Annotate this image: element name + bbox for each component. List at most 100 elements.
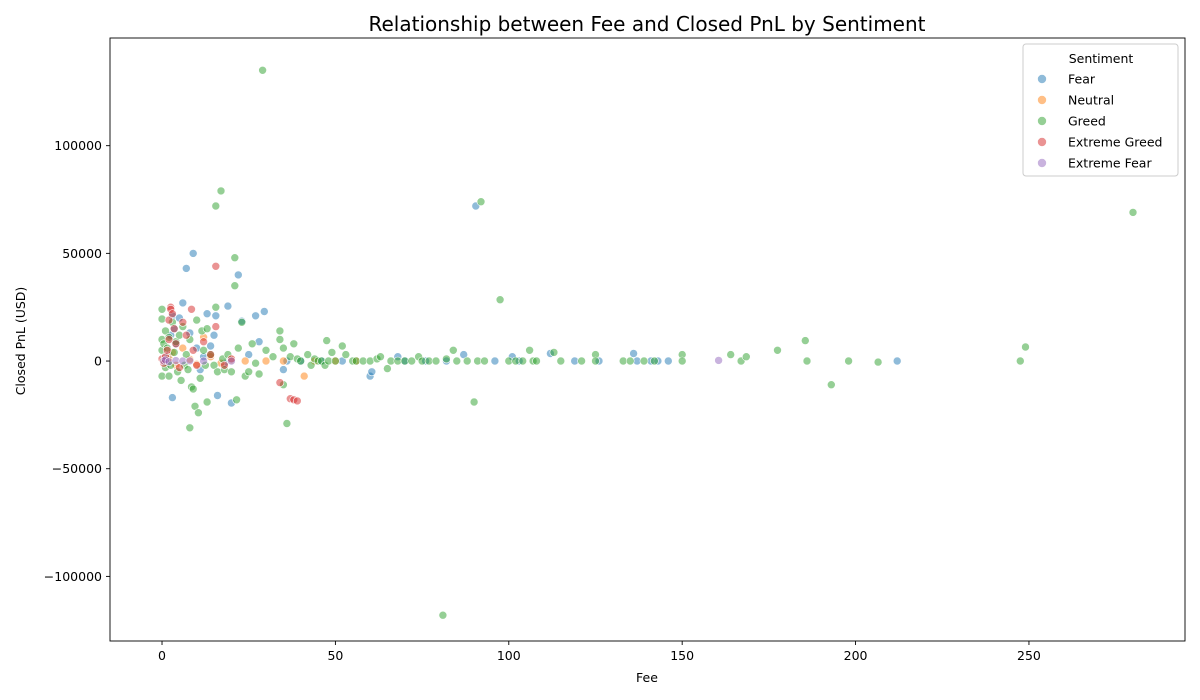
data-point bbox=[303, 350, 313, 359]
data-point bbox=[726, 350, 736, 359]
data-point bbox=[275, 335, 285, 344]
data-point bbox=[282, 419, 292, 428]
data-point bbox=[773, 345, 782, 355]
data-point bbox=[448, 345, 458, 355]
legend-label: Extreme Greed bbox=[1068, 135, 1162, 150]
data-point bbox=[230, 253, 240, 263]
data-point bbox=[232, 395, 241, 405]
data-point bbox=[185, 423, 195, 433]
data-point bbox=[826, 380, 836, 390]
data-point bbox=[1015, 356, 1025, 366]
data-point bbox=[202, 397, 212, 407]
data-point bbox=[199, 337, 208, 347]
data-point bbox=[462, 356, 472, 366]
data-point bbox=[157, 304, 167, 314]
data-point bbox=[296, 356, 306, 366]
data-point bbox=[452, 356, 462, 366]
legend-marker bbox=[1037, 74, 1047, 84]
data-point bbox=[802, 356, 812, 366]
data-point bbox=[625, 356, 635, 366]
y-tick-label: −50000 bbox=[52, 461, 102, 476]
x-tick-label: 0 bbox=[158, 648, 166, 663]
data-point bbox=[289, 339, 299, 349]
data-point bbox=[275, 326, 285, 336]
data-point bbox=[183, 365, 193, 374]
legend-label: Fear bbox=[1068, 72, 1096, 87]
data-point bbox=[279, 356, 288, 366]
legend-box bbox=[1022, 43, 1179, 177]
data-point bbox=[480, 356, 489, 366]
data-point bbox=[182, 330, 191, 340]
data-point bbox=[367, 367, 377, 377]
data-point bbox=[341, 350, 351, 359]
legend-label: Neutral bbox=[1068, 93, 1114, 108]
legend-marker bbox=[1037, 158, 1047, 168]
y-axis-label: Closed PnL (USD) bbox=[13, 287, 28, 396]
data-point bbox=[234, 270, 243, 280]
data-point bbox=[251, 311, 260, 321]
data-point bbox=[292, 396, 302, 406]
data-point bbox=[206, 341, 215, 351]
x-tick-label: 100 bbox=[497, 648, 521, 663]
legend-marker bbox=[1037, 95, 1047, 105]
data-point bbox=[577, 356, 586, 366]
data-point bbox=[211, 311, 221, 321]
data-point bbox=[164, 335, 174, 344]
legend-items: Fear Neutral Greed Extreme Greed Extreme Fea… bbox=[1037, 72, 1162, 171]
data-point bbox=[185, 356, 195, 366]
y-tick-label: 100000 bbox=[54, 138, 102, 153]
legend-marker bbox=[1037, 137, 1047, 147]
data-point bbox=[800, 336, 810, 345]
data-point bbox=[261, 356, 271, 366]
data-point bbox=[299, 371, 309, 381]
data-point bbox=[168, 309, 177, 319]
data-point bbox=[518, 356, 528, 366]
plot-frame bbox=[109, 37, 1186, 642]
data-point bbox=[629, 349, 638, 358]
data-point bbox=[259, 307, 269, 316]
data-point bbox=[188, 249, 198, 258]
data-point bbox=[556, 356, 566, 366]
data-point bbox=[223, 301, 233, 311]
data-point bbox=[438, 610, 448, 620]
data-point bbox=[442, 354, 451, 364]
legend: Sentiment Fear Neutral Greed Extreme Greed E… bbox=[1022, 43, 1179, 177]
x-tick-label: 200 bbox=[844, 648, 868, 663]
data-point bbox=[211, 302, 221, 312]
series-extreme-greed bbox=[157, 261, 302, 406]
data-point bbox=[337, 341, 347, 351]
data-point bbox=[254, 369, 264, 379]
data-point bbox=[176, 376, 186, 385]
data-point bbox=[268, 352, 278, 362]
data-point bbox=[261, 345, 271, 355]
data-point bbox=[258, 66, 267, 75]
data-point bbox=[171, 339, 181, 349]
data-point bbox=[168, 393, 177, 402]
data-point bbox=[431, 356, 441, 366]
data-point bbox=[211, 201, 221, 211]
data-point bbox=[247, 339, 257, 349]
data-point bbox=[211, 322, 221, 331]
data-point bbox=[844, 356, 853, 366]
data-point bbox=[195, 373, 205, 383]
legend-label: Greed bbox=[1068, 114, 1106, 129]
data-point bbox=[209, 330, 219, 340]
data-point bbox=[178, 298, 188, 308]
data-point bbox=[216, 186, 226, 196]
data-point bbox=[234, 343, 243, 353]
data-point bbox=[202, 324, 212, 334]
data-point bbox=[663, 356, 673, 366]
data-point bbox=[275, 378, 285, 387]
data-point bbox=[322, 336, 332, 345]
data-point bbox=[199, 356, 208, 366]
data-point bbox=[157, 314, 167, 324]
data-point bbox=[650, 356, 659, 366]
series-greed bbox=[157, 66, 1138, 620]
y-tick-label: 0 bbox=[94, 354, 102, 369]
data-point bbox=[178, 343, 188, 353]
series-extreme-fear bbox=[159, 355, 723, 367]
data-point bbox=[230, 281, 240, 291]
data-point bbox=[476, 197, 486, 206]
x-tick-label: 150 bbox=[670, 648, 694, 663]
data-point bbox=[549, 348, 559, 357]
